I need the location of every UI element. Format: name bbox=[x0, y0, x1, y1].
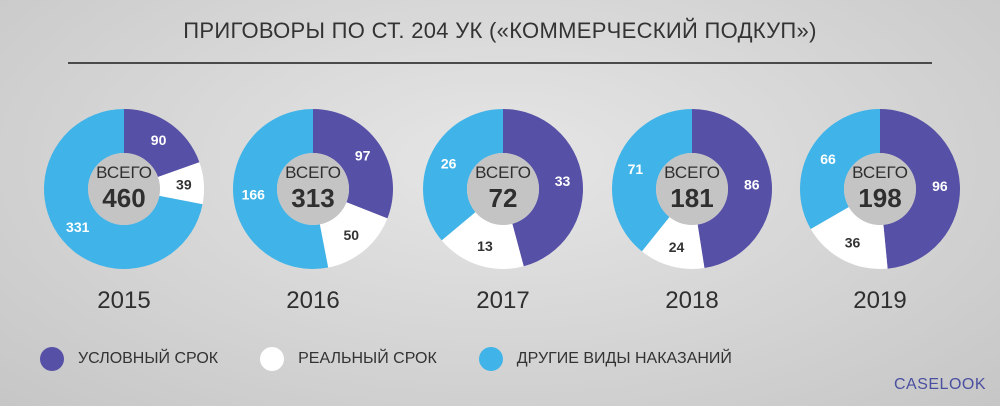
legend-item-other: ДРУГИЕ ВИДЫ НАКАЗАНИЙ bbox=[478, 347, 732, 371]
total-caption: ВСЕГО bbox=[664, 163, 720, 182]
donut-slice-other bbox=[612, 109, 692, 252]
year-label: 2017 bbox=[476, 287, 529, 314]
donut-hole bbox=[467, 153, 539, 225]
legend-item-conditional: УСЛОВНЫЙ СРОК bbox=[40, 347, 218, 371]
legend-swatch-real bbox=[260, 347, 285, 371]
donut-slice-conditional bbox=[124, 109, 200, 177]
total-caption: ВСЕГО bbox=[475, 163, 531, 182]
total-value: 181 bbox=[670, 183, 713, 213]
slice-value-label-conditional: 97 bbox=[355, 147, 371, 163]
donut-hole bbox=[277, 153, 349, 225]
donut-slice-other bbox=[233, 109, 329, 269]
total-value: 460 bbox=[102, 183, 145, 213]
year-label: 2018 bbox=[665, 287, 718, 314]
total-value: 198 bbox=[858, 183, 901, 213]
donut-slice-conditional bbox=[503, 109, 583, 267]
legend: УСЛОВНЫЙ СРОК РЕАЛЬНЫЙ СРОК ДРУГИЕ ВИДЫ … bbox=[40, 346, 774, 372]
total-value: 72 bbox=[489, 183, 518, 213]
legend-swatch-conditional bbox=[40, 347, 64, 371]
slice-value-label-real: 50 bbox=[344, 227, 360, 243]
slice-value-label-conditional: 96 bbox=[932, 178, 948, 194]
donut-slice-other bbox=[800, 109, 880, 229]
brand-logo-text: CASELOOK bbox=[893, 376, 986, 393]
year-label: 2015 bbox=[97, 287, 150, 314]
donut-slice-real bbox=[641, 217, 705, 270]
slice-value-label-conditional: 86 bbox=[744, 176, 760, 192]
donut-slice-real bbox=[157, 162, 204, 205]
legend-swatch-other bbox=[478, 347, 503, 371]
slice-value-label-real: 36 bbox=[845, 234, 861, 250]
total-value: 313 bbox=[291, 183, 334, 213]
slice-value-label-other: 71 bbox=[628, 161, 644, 177]
slice-value-label-real: 24 bbox=[669, 239, 685, 255]
total-caption: ВСЕГО bbox=[852, 163, 908, 182]
legend-label-real: РЕАЛЬНЫЙ СРОК bbox=[298, 350, 437, 367]
slice-value-label-other: 26 bbox=[441, 156, 457, 172]
total-caption: ВСЕГО bbox=[96, 163, 152, 182]
donut-slice-other bbox=[422, 109, 503, 241]
donut-slice-real bbox=[810, 207, 888, 269]
title-divider bbox=[68, 62, 932, 64]
donut-slice-conditional bbox=[692, 109, 772, 269]
donut-slice-real bbox=[441, 212, 524, 269]
legend-item-real: РЕАЛЬНЫЙ СРОК bbox=[260, 347, 437, 371]
slice-value-label-other: 331 bbox=[66, 219, 90, 235]
slice-value-label-conditional: 33 bbox=[555, 173, 571, 189]
slice-value-label-real: 39 bbox=[176, 176, 192, 192]
year-label: 2019 bbox=[853, 287, 906, 314]
donut-slice-other bbox=[44, 109, 203, 269]
donut-slice-conditional bbox=[313, 109, 393, 219]
slice-value-label-other: 166 bbox=[242, 187, 266, 203]
legend-label-other: ДРУГИЕ ВИДЫ НАКАЗАНИЙ bbox=[516, 350, 732, 367]
year-label: 2016 bbox=[286, 287, 339, 314]
slice-value-label-other: 66 bbox=[820, 151, 836, 167]
total-caption: ВСЕГО bbox=[285, 163, 341, 182]
chart-title: ПРИГОВОРЫ ПО СТ. 204 УК («КОММЕРЧЕСКИЙ П… bbox=[183, 18, 817, 43]
donut-hole bbox=[88, 153, 160, 225]
donut-slice-conditional bbox=[880, 109, 960, 269]
slice-value-label-real: 13 bbox=[477, 238, 493, 254]
donut-hole bbox=[656, 153, 728, 225]
donut-slice-real bbox=[319, 202, 388, 268]
legend-label-conditional: УСЛОВНЫЙ СРОК bbox=[78, 350, 219, 367]
donut-hole bbox=[844, 153, 916, 225]
slice-value-label-conditional: 90 bbox=[151, 132, 167, 148]
